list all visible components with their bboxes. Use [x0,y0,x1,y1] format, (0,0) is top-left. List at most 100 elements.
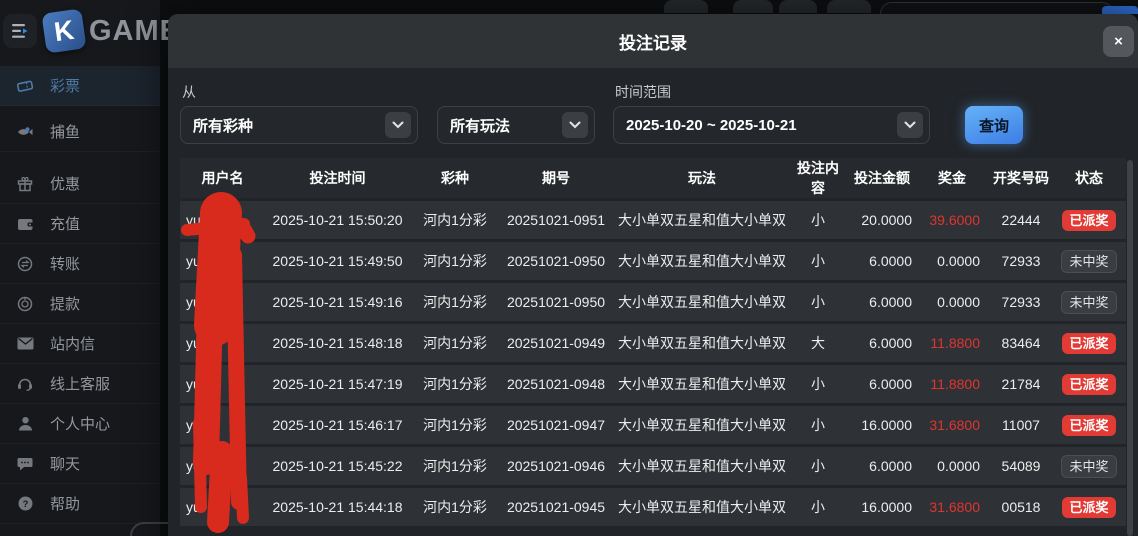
cell-status: 已派奖 [1058,209,1120,231]
column-header-content: 投注内容 [797,160,839,196]
cell-play: 大小单双五星和值大小单双 [618,458,786,474]
cell-play: 大小单双五星和值大小单双 [618,212,786,228]
cell-issue: 20251021-0949 [506,335,606,351]
cell-content: 小 [811,294,825,310]
sidebar-item-chat[interactable]: 聊天 [0,444,160,484]
topbar-button-fragment [664,0,708,13]
sidebar-menu: 彩票捕鱼优惠充值 转账 提款 站内信 线上客服 个人中心 聊天? 帮助 [0,66,160,524]
cell-user: yu [186,499,201,515]
sidebar-item-label: 优惠 [50,176,81,193]
lottery-type-select[interactable]: 所有彩种 [180,106,418,144]
sidebar-item-lottery-ticket[interactable]: 彩票 [0,66,160,106]
column-header-lottery: 彩种 [441,170,469,186]
date-range-select[interactable]: 2025-10-20 ~ 2025-10-21 [613,106,930,144]
table-row: yu 2025-10-21 15:45:22 河内1分彩 20251021-0946 大… [180,447,1126,485]
status-badge-lost: 未中奖 [1061,454,1117,478]
cell-status: 未中奖 [1058,290,1120,314]
topbar-blue-button-fragment [1102,6,1138,14]
play-type-select[interactable]: 所有玩法 [437,106,595,144]
cell-amount: 6.0000 [869,335,912,351]
cell-prize: 0.0000 [937,458,980,474]
wallet-icon [15,215,35,233]
cell-play: 大小单双五星和值大小单双 [618,335,786,351]
table-row: yu 2025-10-21 15:48:18 河内1分彩 20251021-0949 大… [180,324,1126,362]
fish-icon [15,123,35,141]
sidebar-item-help[interactable]: ? 帮助 [0,484,160,524]
topbar-search-fragment [880,2,1114,14]
chevron-down-icon [562,112,588,138]
column-header-play: 玩法 [688,170,716,186]
sidebar: 彩票捕鱼优惠充值 转账 提款 站内信 线上客服 个人中心 聊天? 帮助 [0,0,160,536]
status-badge-paid: 已派奖 [1062,414,1116,436]
sidebar-item-mail[interactable]: 站内信 [0,324,160,364]
column-header-prize: 奖金 [938,170,966,186]
column-header-issue: 期号 [542,170,570,186]
cell-content: 小 [811,212,825,228]
bet-records-modal: 投注记录 × 从 所有彩种 所有玩法 时间范围 2025-10-20 [168,14,1138,536]
app-logo[interactable]: K GAME [41,8,180,54]
table-scrollbar[interactable] [1127,160,1133,536]
sidebar-item-fish[interactable]: 捕鱼 [0,112,160,152]
status-badge-paid: 已派奖 [1062,332,1116,354]
cell-number: 11007 [1002,417,1040,433]
cell-user: yu [186,335,201,351]
cell-status: 未中奖 [1058,249,1120,273]
sidebar-item-gift[interactable]: 优惠 [0,164,160,204]
topbar-button-fragment [733,0,773,13]
table-body: yu 2025-10-21 15:50:20 河内1分彩 20251021-0951 大… [180,201,1126,526]
sidebar-item-user[interactable]: 个人中心 [0,404,160,444]
headset-icon [15,375,35,393]
user-icon [15,415,35,433]
cell-time: 2025-10-21 15:46:17 [272,417,403,433]
cell-issue: 20251021-0945 [506,499,606,515]
query-button[interactable]: 查询 [965,106,1023,144]
cell-number: 21784 [1001,376,1041,392]
sidebar-item-label: 捕鱼 [50,124,81,141]
date-range-value: 2025-10-20 ~ 2025-10-21 [626,116,797,134]
sidebar-item-headset[interactable]: 线上客服 [0,364,160,404]
cell-lottery: 河内1分彩 [423,335,487,351]
cell-issue: 20251021-0950 [506,253,606,269]
modal-header: 投注记录 × [168,14,1138,68]
cell-prize: 31.6800 [929,417,980,433]
cell-user: yu [186,253,201,269]
status-badge-paid: 已派奖 [1062,209,1116,231]
cell-content: 小 [811,417,825,433]
cell-lottery: 河内1分彩 [423,212,487,228]
cell-prize: 11.8800 [930,376,980,392]
hamburger-icon [12,24,28,38]
menu-toggle-button[interactable] [3,14,37,48]
cell-lottery: 河内1分彩 [423,376,487,392]
cell-user: yu [186,376,201,392]
cell-status: 已派奖 [1058,414,1120,436]
sidebar-item-transfer[interactable]: 转账 [0,244,160,284]
sidebar-item-wallet[interactable]: 充值 [0,204,160,244]
column-header-number: 开奖号码 [993,170,1049,186]
cell-amount: 6.0000 [869,253,912,269]
status-badge-lost: 未中奖 [1061,290,1117,314]
cell-user: yu [186,458,201,474]
cell-amount: 20.0000 [861,212,912,228]
topbar-button-fragment [779,0,817,13]
cell-lottery: 河内1分彩 [423,253,487,269]
cell-issue: 20251021-0950 [506,294,606,310]
logo-k-badge: K [41,8,87,54]
cell-lottery: 河内1分彩 [423,294,487,310]
status-badge-paid: 已派奖 [1062,373,1116,395]
sidebar-item-withdraw[interactable]: 提款 [0,284,160,324]
column-header-user: 用户名 [201,170,244,186]
status-badge-lost: 未中奖 [1061,249,1117,273]
from-label: 从 [182,84,196,100]
close-button[interactable]: × [1103,26,1134,57]
transfer-icon [15,255,35,273]
cell-play: 大小单双五星和值大小单双 [618,499,786,515]
cell-content: 大 [811,335,825,351]
cell-number: 54089 [1001,458,1041,474]
cell-play: 大小单双五星和值大小单双 [618,376,786,392]
cell-prize: 0.0000 [937,253,980,269]
cell-time: 2025-10-21 15:47:19 [272,376,403,392]
cell-user: yu [186,294,201,310]
svg-text:?: ? [22,499,28,510]
column-header-time: 投注时间 [309,170,366,186]
table-row: yu 2025-10-21 15:49:16 河内1分彩 20251021-0950 大… [180,283,1126,321]
